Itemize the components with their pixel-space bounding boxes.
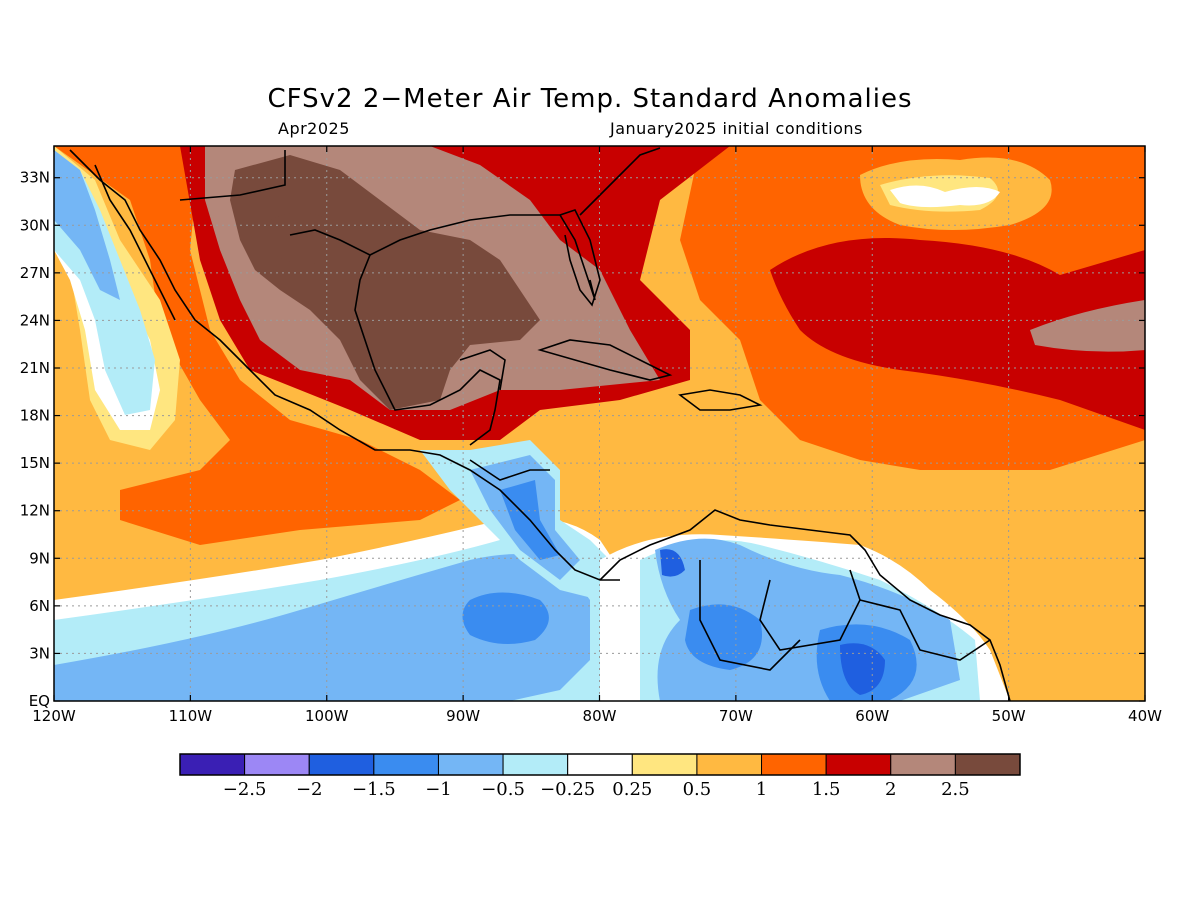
field-gulf-pos-2-5-b [270, 212, 330, 264]
lon-tick-label: 60W [855, 707, 889, 725]
lat-tick-label: 12N [20, 502, 50, 520]
colorbar-swatch [696, 753, 763, 776]
colorbar-label: 1 [756, 779, 767, 800]
latitude-axis: 33N 30N 27N 24N 21N 18N 15N 12N 9N 6N 3N EQ [20, 169, 1145, 710]
colorbar-swatch [890, 753, 956, 776]
colorbar-label: −0.5 [481, 779, 525, 800]
grid-lines [54, 146, 1145, 701]
lat-tick-label: 21N [20, 359, 50, 377]
colorbar-swatch [308, 753, 375, 776]
field-samerica-neg-1-5-b [660, 549, 685, 577]
lon-tick-label: 40W [1128, 707, 1162, 725]
coastline-hispaniola [678, 389, 763, 411]
initial-conditions-label: January2025 initial conditions [610, 119, 863, 138]
lon-tick-label: 70W [719, 707, 753, 725]
coastline-cuba [537, 339, 673, 381]
lon-tick-label: 120W [32, 707, 76, 725]
colorbar: −2.5 −2 −1.5 −1 −0.5 −0.25 0.25 0.5 1 1.5 2 2.5 [179, 753, 1021, 800]
colorbar-swatch [502, 753, 569, 776]
field-east-pos-2 [1030, 300, 1145, 352]
colorbar-swatch [373, 753, 439, 776]
valid-period-label: Apr2025 [278, 119, 350, 138]
coastline-baja [94, 164, 176, 321]
colorbar-swatch [567, 753, 633, 776]
border-us-mexico [179, 150, 286, 201]
border-samerica-a [699, 560, 801, 671]
lat-tick-label: 30N [20, 216, 50, 234]
lat-tick-label: 9N [29, 549, 50, 567]
lon-tick-label: 90W [446, 707, 480, 725]
coastline-gulf [289, 229, 501, 446]
coastlines [69, 147, 1011, 701]
field-coast-neg-0-5 [54, 150, 120, 300]
lon-tick-label: 100W [305, 707, 349, 725]
field-samerica-neg-1-a [685, 604, 762, 670]
colorbar-swatch [954, 753, 1021, 776]
field-ne-neutral [890, 185, 1000, 208]
coastline-us-east [579, 147, 661, 216]
lat-tick-label: 15N [20, 454, 50, 472]
coastline-mexico-pacific [69, 149, 620, 581]
coastline-us-gulf [369, 214, 596, 301]
lat-tick-label: 3N [29, 644, 50, 662]
colorbar-label: 0.25 [612, 779, 652, 800]
border-samerica-b [759, 569, 861, 651]
field-samerica-neg-1-5 [840, 643, 885, 695]
colorbar-swatch [761, 753, 827, 776]
colorbar-swatch [437, 753, 504, 776]
colorbar-label: 2 [885, 779, 896, 800]
lat-tick-label: 27N [20, 264, 50, 282]
lon-tick-label: 80W [583, 707, 617, 725]
lat-tick-label: 18N [20, 407, 50, 425]
lon-tick-label: 50W [992, 707, 1026, 725]
colorbar-frame [179, 753, 1021, 776]
field-east-pos-1-5 [770, 238, 1145, 430]
coastline-yucatan [459, 349, 506, 391]
field-west-pos-1 [54, 146, 460, 545]
lat-tick-label: EQ [29, 692, 50, 710]
colorbar-label: −1.5 [352, 779, 396, 800]
longitude-axis: 120W 110W 100W 90W 80W 70W 60W 50W 40W [32, 146, 1162, 725]
colorbar-label: −2 [296, 779, 323, 800]
lat-tick-label: 24N [20, 311, 50, 329]
field-pacific-neg-1 [462, 592, 549, 644]
field-pacific-neg-0-5 [54, 554, 590, 701]
colorbar-swatch [825, 753, 892, 776]
lat-tick-label: 6N [29, 597, 50, 615]
colorbar-label: −0.25 [540, 779, 595, 800]
colorbar-label: 1.5 [812, 779, 841, 800]
colorbar-label: −2.5 [223, 779, 267, 800]
anomaly-fields [54, 146, 1145, 701]
colorbar-swatch [631, 753, 698, 776]
map-title: CFSv2 2−Meter Air Temp. Standard Anomali… [267, 84, 913, 114]
colorbar-swatch [179, 753, 246, 776]
lon-tick-label: 110W [169, 707, 213, 725]
colorbar-label: 0.5 [683, 779, 712, 800]
coastline-florida [559, 209, 601, 307]
coastline-samerica [599, 509, 1011, 701]
colorbar-label: −1 [425, 779, 452, 800]
colorbar-swatch [244, 753, 310, 776]
border-samerica-c [859, 599, 991, 661]
border-camerica [469, 459, 550, 481]
colorbar-label: 2.5 [941, 779, 970, 800]
lat-tick-label: 33N [20, 169, 50, 187]
